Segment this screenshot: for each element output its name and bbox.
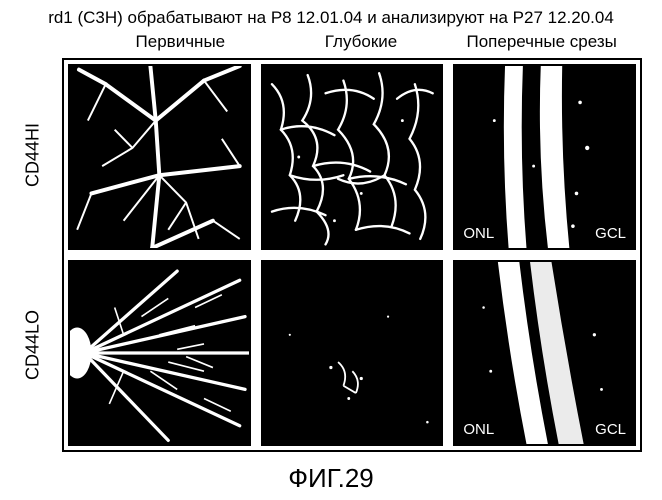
panel-cd44hi-cross: ONL GCL <box>453 64 636 250</box>
label-onl: ONL <box>463 421 494 438</box>
panel-cd44lo-cross: ONL GCL <box>453 260 636 446</box>
col-header-deep: Глубокие <box>271 32 452 52</box>
col-header-primary: Первичные <box>90 32 271 52</box>
row-label-cd44lo: CD44LO <box>18 250 48 440</box>
row-label-cd44hi: CD44HI <box>18 60 48 250</box>
label-gcl: GCL <box>595 225 626 242</box>
figure-grid: ONL GCL <box>62 58 642 452</box>
label-onl: ONL <box>463 225 494 242</box>
panel-cd44lo-deep <box>261 260 444 446</box>
panel-cd44hi-deep <box>261 64 444 250</box>
col-header-cross: Поперечные срезы <box>451 32 632 52</box>
row-labels: CD44HI CD44LO <box>18 60 48 440</box>
panel-cd44hi-primary <box>68 64 251 250</box>
panel-cd44lo-primary <box>68 260 251 446</box>
label-gcl: GCL <box>595 421 626 438</box>
column-headers: Первичные Глубокие Поперечные срезы <box>90 32 632 52</box>
figure-caption: ФИГ.29 <box>0 463 662 494</box>
figure-title: rd1 (C3H) обрабатывают на P8 12.01.04 и … <box>0 0 662 34</box>
